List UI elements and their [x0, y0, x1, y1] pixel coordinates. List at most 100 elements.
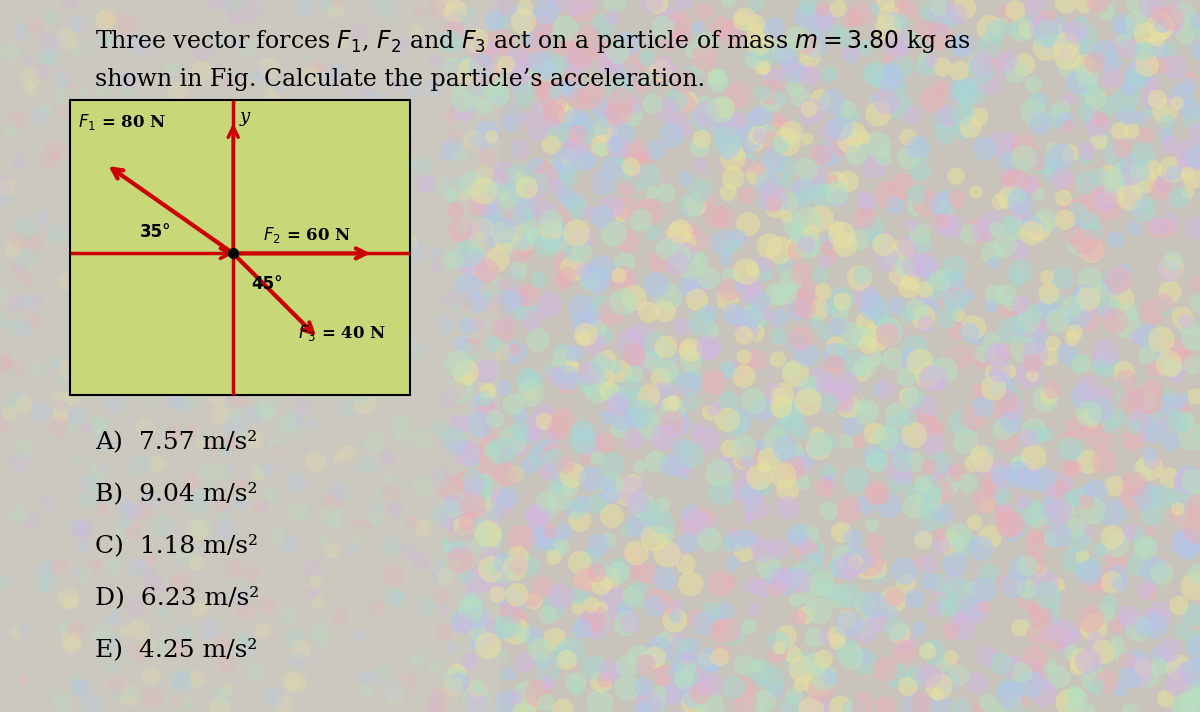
Point — [746, 354, 766, 365]
Point — [893, 244, 912, 256]
Point — [192, 66, 211, 77]
Point — [1087, 119, 1106, 130]
Point — [1157, 390, 1176, 402]
Point — [840, 135, 859, 147]
Point — [508, 182, 527, 193]
Point — [935, 203, 954, 214]
Point — [655, 634, 674, 645]
Point — [877, 329, 896, 340]
Point — [354, 353, 373, 365]
Point — [822, 236, 841, 247]
Point — [1134, 204, 1153, 216]
Point — [954, 124, 973, 135]
Point — [973, 58, 992, 70]
Point — [950, 40, 970, 51]
Point — [888, 38, 907, 50]
Point — [887, 409, 906, 420]
Point — [733, 454, 752, 466]
Point — [674, 656, 694, 667]
Point — [462, 40, 481, 51]
Point — [832, 293, 851, 305]
Point — [890, 101, 910, 112]
Point — [1010, 466, 1030, 478]
Point — [1139, 586, 1158, 597]
Point — [736, 11, 755, 23]
Point — [582, 90, 601, 102]
Point — [1094, 646, 1114, 657]
Point — [1088, 0, 1108, 6]
Point — [1045, 157, 1064, 168]
Point — [1090, 172, 1109, 183]
Point — [509, 236, 528, 247]
Point — [943, 538, 962, 550]
Point — [218, 658, 238, 669]
Point — [691, 256, 710, 267]
Point — [902, 109, 922, 120]
Point — [814, 577, 833, 588]
Point — [1024, 320, 1043, 331]
Point — [1038, 303, 1057, 314]
Point — [73, 570, 92, 582]
Point — [0, 180, 12, 192]
Point — [1100, 196, 1120, 207]
Point — [506, 347, 526, 358]
Point — [1072, 655, 1091, 666]
Point — [887, 300, 906, 311]
Point — [716, 254, 736, 266]
Point — [214, 499, 233, 511]
Point — [841, 48, 860, 59]
Point — [530, 56, 550, 67]
Point — [1048, 315, 1067, 327]
Point — [641, 420, 660, 431]
Point — [532, 533, 551, 544]
Point — [572, 427, 592, 439]
Point — [548, 169, 568, 180]
Point — [1181, 103, 1200, 115]
Point — [841, 127, 860, 138]
Point — [323, 120, 342, 131]
Point — [869, 140, 888, 151]
Point — [1159, 358, 1178, 370]
Point — [1000, 219, 1019, 231]
Point — [700, 534, 719, 545]
Point — [544, 431, 563, 443]
Point — [194, 325, 214, 337]
Point — [764, 387, 784, 399]
Point — [860, 352, 880, 363]
Point — [457, 61, 476, 72]
Point — [11, 263, 30, 274]
Point — [1064, 555, 1084, 567]
Point — [478, 128, 497, 140]
Point — [1156, 301, 1175, 313]
Point — [899, 282, 918, 293]
Point — [802, 42, 821, 53]
Point — [1061, 493, 1080, 505]
Point — [862, 557, 881, 568]
Point — [835, 239, 854, 251]
Point — [836, 377, 856, 389]
Point — [1031, 565, 1050, 576]
Point — [508, 590, 527, 601]
Point — [1091, 404, 1110, 416]
Point — [857, 200, 876, 211]
Point — [755, 259, 774, 271]
Point — [822, 302, 841, 313]
Point — [270, 82, 289, 93]
Point — [637, 656, 656, 668]
Point — [306, 577, 325, 588]
Point — [995, 240, 1014, 251]
Point — [98, 637, 118, 648]
Point — [709, 72, 728, 83]
Point — [486, 298, 505, 310]
Point — [618, 682, 637, 693]
Point — [4, 321, 23, 333]
Point — [448, 667, 467, 679]
Point — [486, 443, 505, 454]
Point — [1020, 179, 1039, 191]
Point — [556, 256, 575, 268]
Point — [868, 452, 887, 464]
Point — [322, 545, 341, 557]
Point — [450, 677, 469, 689]
Point — [1132, 671, 1151, 682]
Point — [1150, 661, 1169, 672]
